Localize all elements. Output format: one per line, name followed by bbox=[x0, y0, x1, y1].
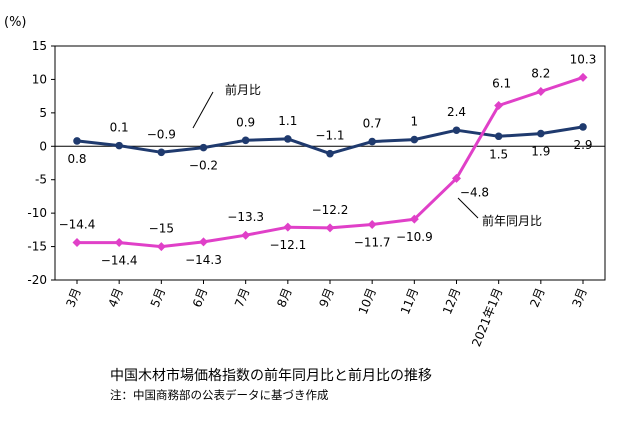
data-point-yoy bbox=[367, 220, 377, 230]
series-layer bbox=[72, 72, 588, 252]
data-point-yoy bbox=[494, 101, 504, 111]
x-tick-label: 5月 bbox=[148, 286, 168, 309]
data-label-yoy: −12.1 bbox=[269, 238, 306, 252]
data-label-mom: 0.9 bbox=[236, 115, 255, 129]
x-tick-label: 4月 bbox=[106, 286, 126, 309]
data-label-yoy: −15 bbox=[149, 222, 174, 236]
data-point-yoy bbox=[452, 173, 461, 183]
data-point-mom bbox=[199, 143, 208, 152]
y-tick-label: 5 bbox=[39, 106, 47, 120]
x-tick-label: 11月 bbox=[398, 286, 421, 317]
data-label-yoy: −14.4 bbox=[59, 218, 96, 232]
data-label-mom: −0.2 bbox=[189, 159, 218, 173]
x-tick-label: 7月 bbox=[232, 286, 252, 309]
data-label-mom: 1.1 bbox=[278, 114, 297, 128]
data-label-yoy: −4.8 bbox=[460, 185, 489, 199]
x-tick-label: 2月 bbox=[527, 286, 547, 309]
data-point-yoy bbox=[72, 238, 82, 248]
x-tick-label: 10月 bbox=[356, 286, 379, 317]
x-tick-label: 8月 bbox=[274, 286, 294, 309]
data-point-yoy bbox=[199, 237, 208, 247]
y-axis: 15 10 5 0 -5 -10 -15 -20 bbox=[27, 39, 605, 287]
y-tick-label: -5 bbox=[35, 173, 47, 187]
data-label-mom: 2.9 bbox=[573, 138, 592, 152]
data-point-mom bbox=[537, 129, 545, 138]
data-label-mom: 1.5 bbox=[489, 147, 508, 161]
x-tick-label: 3月 bbox=[63, 286, 83, 309]
data-point-mom bbox=[73, 137, 81, 145]
data-point-mom bbox=[410, 135, 419, 144]
leader-line-mom bbox=[192, 91, 214, 129]
chart-caption: 中国木材市場価格指数の前年同月比と前月比の推移 bbox=[110, 368, 432, 384]
y-unit-label: (%) bbox=[4, 15, 27, 30]
data-label-yoy: −10.9 bbox=[396, 230, 433, 244]
leader-line-yoy bbox=[457, 197, 479, 219]
data-labels: 0.8 0.1 −0.9 −0.2 0.9 1.1 −1.1 0.7 1 2.4 1.5 1.9 2.9… bbox=[59, 52, 597, 267]
data-label-yoy: −13.3 bbox=[227, 210, 264, 224]
data-point-mom bbox=[284, 135, 292, 143]
data-point-yoy bbox=[578, 72, 588, 82]
data-label-yoy: −14.3 bbox=[185, 253, 222, 267]
series-name-yoy: 前年同月比 bbox=[482, 213, 542, 228]
data-label-yoy: −12.2 bbox=[312, 203, 349, 217]
data-label-yoy: 8.2 bbox=[531, 66, 550, 80]
data-point-yoy bbox=[536, 86, 546, 96]
x-tick-label: 12月 bbox=[440, 286, 463, 317]
y-tick-label: 10 bbox=[32, 72, 47, 86]
data-label-mom: 1 bbox=[411, 115, 419, 129]
data-point-yoy bbox=[325, 223, 335, 233]
data-label-mom: 0.7 bbox=[363, 117, 382, 131]
y-tick-label: 15 bbox=[32, 39, 47, 53]
data-point-yoy bbox=[156, 242, 166, 252]
x-tick-label: 9月 bbox=[316, 286, 336, 309]
data-point-yoy bbox=[283, 222, 293, 232]
y-tick-label: -10 bbox=[27, 206, 47, 220]
y-tick-label: -15 bbox=[27, 240, 47, 254]
x-tick-label: 6月 bbox=[190, 286, 210, 309]
data-point-yoy bbox=[114, 238, 124, 248]
data-label-mom: 1.9 bbox=[531, 145, 550, 159]
data-point-mom bbox=[579, 123, 587, 131]
y-tick-label: -20 bbox=[27, 273, 47, 287]
series-name-mom: 前月比 bbox=[225, 82, 261, 97]
data-label-mom: −1.1 bbox=[315, 129, 344, 143]
x-tick-label: 2021年1月 bbox=[469, 286, 505, 349]
data-label-yoy: −14.4 bbox=[101, 254, 138, 268]
data-label-mom: 0.1 bbox=[110, 121, 129, 135]
x-axis: 3月 4月 5月 6月 7月 8月 9月 10月 11月 12月 2021年1月 2月 3月 bbox=[63, 280, 590, 349]
data-point-yoy bbox=[409, 214, 419, 224]
data-label-mom: −0.9 bbox=[147, 127, 176, 141]
data-point-mom bbox=[368, 137, 376, 146]
data-label-mom: 0.8 bbox=[67, 152, 86, 166]
data-label-yoy: 6.1 bbox=[492, 77, 511, 91]
data-point-mom bbox=[494, 132, 503, 141]
data-point-mom bbox=[452, 126, 461, 135]
x-tick-label: 3月 bbox=[569, 286, 589, 309]
data-label-yoy: 10.3 bbox=[570, 52, 597, 66]
data-point-mom bbox=[157, 148, 166, 157]
source-note: 注：中国商務部の公表データに基づき作成 bbox=[110, 388, 329, 402]
data-label-mom: 2.4 bbox=[447, 105, 466, 119]
data-point-mom bbox=[326, 149, 334, 158]
data-point-mom bbox=[115, 141, 123, 150]
data-point-mom bbox=[241, 136, 250, 145]
data-point-yoy bbox=[241, 230, 251, 240]
data-label-yoy: −11.7 bbox=[354, 236, 391, 250]
y-tick-label: 0 bbox=[39, 139, 47, 153]
